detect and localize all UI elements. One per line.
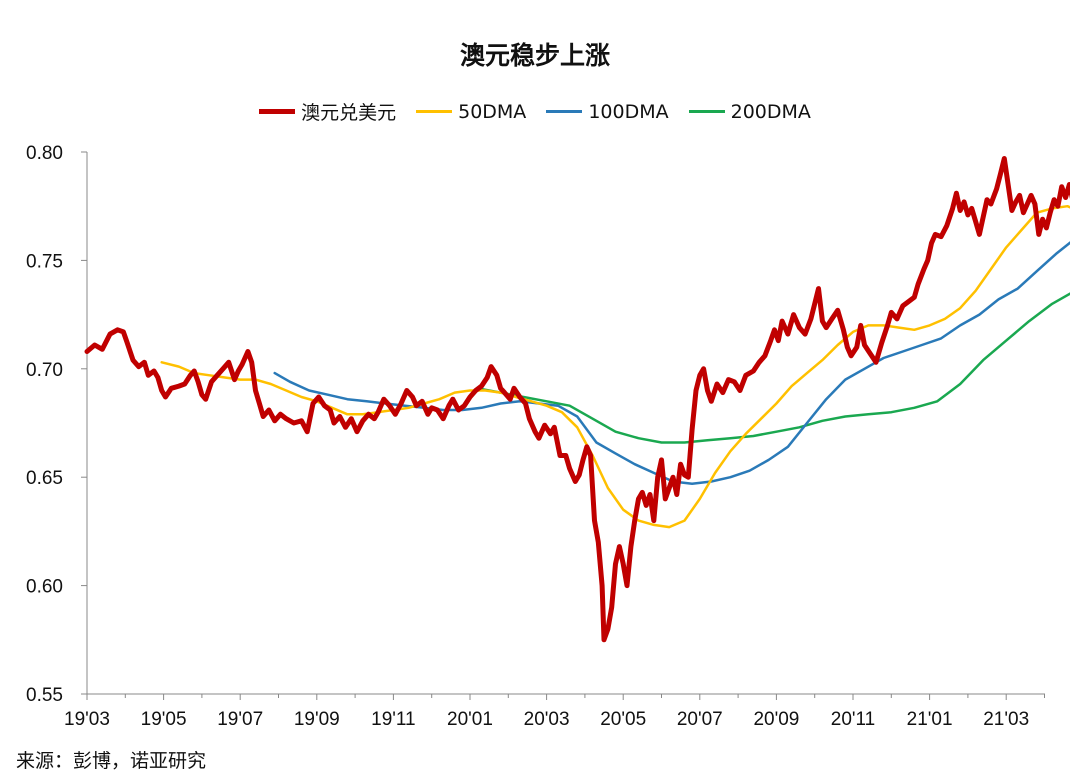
chart-title: 澳元稳步上涨	[459, 41, 610, 70]
legend-item-50dma: 50DMA	[416, 101, 526, 123]
x-tick-label: 20'09	[753, 709, 799, 730]
x-tick-label: 19'09	[294, 709, 340, 730]
legend-item-200dma: 200DMA	[688, 100, 811, 123]
x-tick-label: 20'11	[831, 709, 876, 730]
y-tick-label: 0.55	[26, 685, 63, 706]
x-tick-label: 20'05	[600, 709, 646, 730]
y-tick-label: 0.60	[26, 577, 63, 598]
source-note: 来源：彭博，诺亚研究	[16, 750, 207, 772]
x-tick-label: 19'05	[141, 709, 187, 730]
legend-label-100dma: 100DMA	[588, 100, 669, 123]
y-tick-label: 0.70	[26, 360, 63, 381]
legend-label-aud-usd: 澳元兑美元	[301, 102, 397, 124]
series-line-aud-usd	[84, 156, 1070, 643]
legend-label-50dma: 50DMA	[458, 100, 527, 123]
y-tick-label: 0.75	[26, 251, 63, 272]
legend-item-100dma: 100DMA	[546, 100, 669, 123]
legend-swatch-aud-usd	[259, 109, 296, 114]
x-tick-label: 21'03	[983, 709, 1029, 730]
legend: 澳元兑美元 50DMA 100DMA 200DMA	[0, 98, 1070, 125]
legend-swatch-200dma	[688, 110, 725, 113]
x-tick-label: 19'07	[217, 709, 263, 730]
legend-item-aud-usd: 澳元兑美元	[259, 98, 396, 125]
x-tick-label: 21'01	[907, 709, 953, 730]
y-tick-label: 0.80	[26, 143, 63, 164]
series-line-100dma	[273, 241, 1070, 485]
x-tick-label: 20'07	[677, 709, 723, 730]
series-line-200dma	[476, 292, 1070, 444]
x-tick-label: 19'03	[64, 709, 110, 730]
legend-swatch-100dma	[546, 110, 583, 113]
x-tick-label: 20'01	[447, 709, 493, 730]
legend-label-200dma: 200DMA	[730, 100, 811, 123]
series-line-50dma	[160, 204, 1070, 529]
legend-swatch-50dma	[416, 110, 453, 113]
x-tick-label: 19'11	[371, 709, 416, 730]
y-tick-label: 0.65	[26, 468, 63, 489]
x-tick-label: 20'03	[524, 709, 570, 730]
